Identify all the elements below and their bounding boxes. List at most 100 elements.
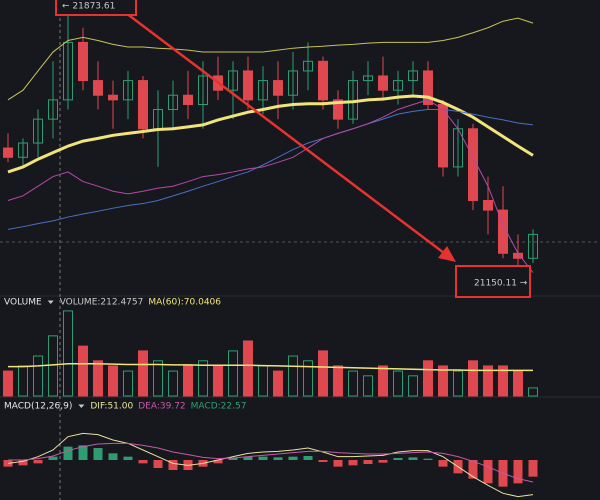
candle-body	[333, 99, 343, 120]
macd-bar	[333, 460, 343, 467]
macd-bar	[303, 456, 313, 460]
legend-text: DIF:51.00	[90, 402, 133, 412]
candle-body	[168, 94, 178, 110]
candle-body	[228, 70, 238, 91]
legend-text: MA(60):70.0406	[148, 298, 221, 308]
volume-bar	[108, 365, 118, 397]
legend-text: VOLUME:212.4757	[60, 298, 144, 308]
macd-bar	[33, 460, 43, 464]
annotation-box	[455, 265, 531, 298]
volume-bar	[468, 360, 478, 397]
legend-text: MACD:22.57	[191, 402, 247, 412]
volume-bar	[333, 365, 343, 397]
macd-bar	[393, 458, 403, 460]
candle-body	[3, 147, 13, 158]
candle-body	[243, 70, 253, 101]
macd-bar	[213, 460, 223, 464]
volume-bar	[123, 370, 133, 397]
candle-body	[18, 142, 28, 158]
macd-bar	[423, 458, 433, 460]
high-label: ← 21873.61	[62, 2, 115, 12]
legend-text: MACD(12,26,9)	[4, 402, 72, 412]
arrow-head	[438, 246, 456, 262]
macd-bar	[258, 456, 268, 460]
overlay-line	[7, 108, 534, 230]
candle-body	[468, 128, 478, 201]
volume-bar	[138, 350, 148, 397]
volume-bar	[408, 375, 418, 397]
macd-bar	[273, 457, 283, 460]
macd-bar	[153, 460, 163, 468]
candle-body	[48, 99, 58, 120]
volume-bar	[513, 370, 523, 397]
volume-bar	[33, 355, 43, 397]
candle-body	[123, 80, 133, 101]
volume-bar	[93, 360, 103, 397]
macd-bar	[138, 460, 148, 464]
volume-bar	[63, 310, 73, 397]
candle-body	[273, 80, 283, 96]
macd-bar	[513, 460, 523, 484]
macd-bar	[378, 460, 388, 463]
volume-bar	[303, 360, 313, 397]
candle-body	[498, 209, 508, 254]
macd-bar	[483, 460, 493, 484]
candle-body	[108, 94, 118, 101]
arrow	[121, 9, 449, 257]
macd-bar	[18, 460, 28, 466]
candle-body	[363, 75, 373, 82]
volume-bar	[528, 387, 538, 397]
macd-bar	[48, 456, 58, 460]
macd-bar	[318, 460, 328, 462]
candle-body	[63, 41, 73, 101]
volume-bar	[363, 375, 373, 397]
volume-ma-line	[8, 362, 533, 372]
dif-line	[7, 432, 534, 498]
candle-body	[393, 80, 403, 91]
volume-bar	[273, 370, 283, 397]
volume-bar	[48, 335, 58, 397]
candle-body	[438, 103, 448, 168]
annotation-box	[55, 0, 137, 16]
macd-bar	[108, 453, 118, 460]
volume-bar	[453, 370, 463, 397]
volume-bar	[153, 360, 163, 397]
macd-bar	[408, 457, 418, 460]
legends: VOLUME VOLUME:212.4757 MA(60):70.0406 MACD(…	[4, 298, 246, 412]
candle-body	[528, 233, 538, 259]
overlay-line	[7, 94, 534, 174]
low-label: 21150.11 →	[474, 279, 528, 289]
candle-body	[483, 199, 493, 211]
candle-body	[183, 94, 193, 105]
candle-body	[93, 80, 103, 96]
macd-bar	[348, 460, 358, 466]
volume-bar	[183, 365, 193, 397]
volume-bar	[378, 365, 388, 397]
volume-bar	[483, 365, 493, 397]
macd-bar	[228, 458, 238, 460]
macd-bar	[63, 446, 73, 460]
volume-bar	[318, 350, 328, 397]
candle-body	[303, 60, 313, 72]
macd-bar	[123, 456, 133, 460]
candle-body	[33, 118, 43, 144]
volume-bar	[393, 370, 403, 397]
dea-line	[8, 442, 534, 483]
volume-bar	[168, 370, 178, 397]
macd-bar	[243, 456, 253, 460]
volume-bar	[498, 365, 508, 397]
candle-body	[138, 80, 148, 130]
macd-bar	[528, 460, 538, 477]
overlay-line	[7, 17, 534, 101]
candle-body	[198, 75, 208, 105]
legend-text: VOLUME	[4, 298, 42, 308]
dropdown-icon[interactable]	[47, 300, 54, 305]
macd-bar	[93, 448, 103, 460]
dropdown-icon[interactable]	[78, 404, 85, 409]
macd-bar	[363, 460, 373, 464]
macd-bar	[78, 445, 88, 460]
volume-bar	[348, 370, 358, 397]
volume-bar	[198, 360, 208, 397]
volume-bar	[213, 365, 223, 397]
